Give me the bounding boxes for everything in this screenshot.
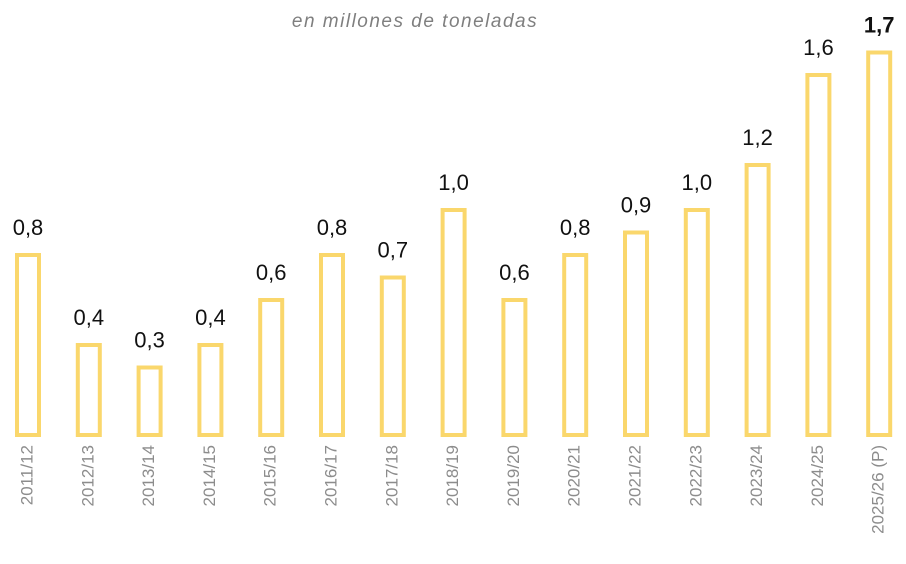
x-tick-label: 2024/25 [808,445,827,506]
value-label: 0,4 [195,305,226,330]
value-label: 0,8 [317,215,348,240]
bar [866,50,893,437]
x-tick-label: 2020/21 [565,445,584,506]
x-tick-label: 2025/26 (P) [869,445,888,534]
x-tick-label: 2014/15 [200,445,219,506]
x-tick-label: 2011/12 [17,445,36,505]
x-tick-label: 2022/23 [686,445,705,506]
value-label: 0,7 [378,237,409,262]
value-label: 1,0 [682,170,713,195]
value-label: 0,6 [256,260,287,285]
bar [562,253,589,437]
bar [258,298,285,437]
x-tick-label: 2015/16 [261,445,280,506]
value-label: 0,8 [13,215,44,240]
x-tick-label: 2021/22 [625,445,644,506]
bar [440,208,467,437]
bar [197,343,224,437]
bar [136,365,163,437]
bar [805,73,832,437]
bar [15,253,41,437]
bar [379,275,406,437]
x-tick-label: 2012/13 [78,445,97,506]
value-label: 0,9 [621,192,652,217]
bar [744,163,771,437]
bar [683,208,710,437]
x-tick-label: 2017/18 [382,445,401,506]
x-tick-label: 2013/14 [139,445,158,506]
chart-title: en millones de toneladas [292,11,538,32]
value-label: 1,7 [864,12,895,37]
bar [75,343,102,437]
bar [501,298,528,437]
value-label: 1,6 [803,35,834,60]
value-label: 0,4 [74,305,105,330]
x-tick-label: 2018/19 [443,445,462,506]
bar [623,230,649,437]
value-label: 0,8 [560,215,591,240]
x-tick-label: 2019/20 [504,445,523,506]
x-tick-label: 2016/17 [321,445,340,506]
x-tick-label: 2023/24 [747,445,766,506]
bar [319,253,345,437]
value-label: 0,3 [134,327,165,352]
value-label: 1,0 [438,170,469,195]
value-label: 1,2 [742,125,773,150]
value-label: 0,6 [499,260,530,285]
